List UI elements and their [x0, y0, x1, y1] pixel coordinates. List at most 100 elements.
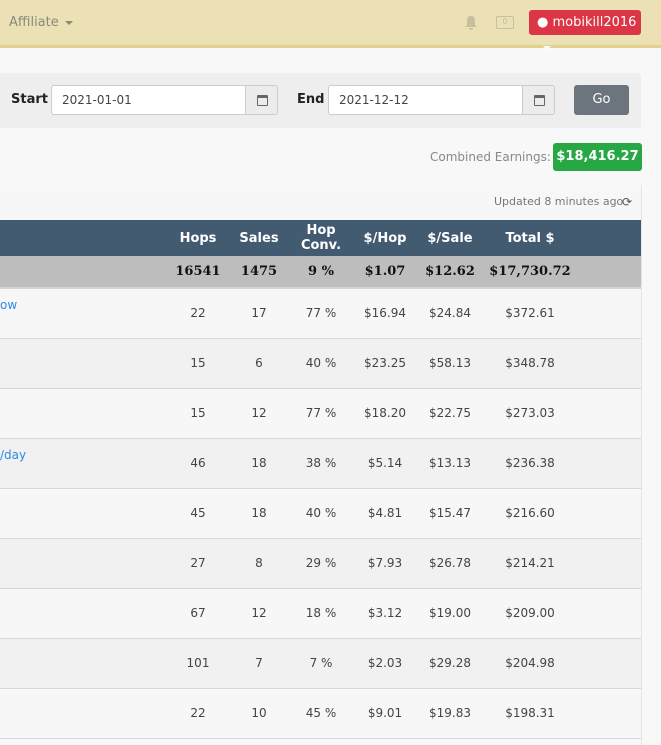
hops: 15 — [168, 388, 228, 439]
total-per-hop: $1.07 — [352, 256, 418, 289]
hops: 15 — [168, 338, 228, 389]
per-hop: $4.81 — [352, 488, 418, 539]
total: $372.61 — [482, 288, 578, 339]
product-link[interactable] — [0, 588, 168, 639]
start-date-input[interactable]: 2021-01-01 — [51, 85, 247, 115]
stats-table: Hops Sales Hop Conv. $/Hop $/Sale Total … — [0, 220, 641, 739]
hop-conv: 7 % — [290, 638, 352, 689]
sales: 6 — [228, 338, 290, 389]
calendar-icon — [257, 95, 268, 106]
per-sale: $58.13 — [418, 338, 482, 389]
start-label: Start — [11, 92, 48, 107]
table-row: 22 10 45 % $9.01 $19.83 $198.31 — [0, 688, 641, 739]
sales: 8 — [228, 538, 290, 589]
total: $216.60 — [482, 488, 578, 539]
end-date-input[interactable]: 2021-12-12 — [328, 85, 524, 115]
hop-conv: 77 % — [290, 288, 352, 339]
hop-conv: 40 % — [290, 338, 352, 389]
hops: 22 — [168, 288, 228, 339]
chevron-down-icon — [543, 45, 551, 50]
product-link[interactable]: /day — [0, 438, 168, 489]
refresh-icon[interactable]: ⟳ — [622, 195, 633, 209]
hops: 46 — [168, 438, 228, 489]
per-hop: $2.03 — [352, 638, 418, 689]
per-sale: $24.84 — [418, 288, 482, 339]
hops: 45 — [168, 488, 228, 539]
chevron-down-icon — [64, 20, 73, 25]
totals-row: 16541 1475 9 % $1.07 $12.62 $17,730.72 — [0, 256, 641, 289]
hops: 101 — [168, 638, 228, 689]
sales: 18 — [228, 438, 290, 489]
per-hop: $9.01 — [352, 688, 418, 739]
username: mobikill2016 — [552, 15, 637, 30]
sales: 10 — [228, 688, 290, 739]
per-hop: $5.14 — [352, 438, 418, 489]
table-header: Hops Sales Hop Conv. $/Hop $/Sale Total … — [0, 220, 641, 256]
product-link[interactable]: ow — [0, 288, 168, 339]
combined-earnings-label: Combined Earnings: — [430, 150, 551, 164]
sales: 12 — [228, 388, 290, 439]
sales: 12 — [228, 588, 290, 639]
table-row: /day 46 18 38 % $5.14 $13.13 $236.38 — [0, 438, 641, 489]
per-sale: $13.13 — [418, 438, 482, 489]
sales: 18 — [228, 488, 290, 539]
hop-conv: 45 % — [290, 688, 352, 739]
per-sale: $26.78 — [418, 538, 482, 589]
sales: 17 — [228, 288, 290, 339]
per-hop: $7.93 — [352, 538, 418, 589]
product-link[interactable] — [0, 488, 168, 539]
total: $273.03 — [482, 388, 578, 439]
start-calendar-button[interactable] — [245, 85, 278, 115]
updated-text: Updated 8 minutes ago — [494, 195, 624, 208]
product-link[interactable] — [0, 388, 168, 439]
table-row: 27 8 29 % $7.93 $26.78 $214.21 — [0, 538, 641, 589]
col-name — [0, 220, 168, 256]
total-total: $17,730.72 — [482, 256, 578, 289]
affiliate-menu[interactable]: Affiliate — [9, 15, 73, 30]
per-sale: $19.83 — [418, 688, 482, 739]
go-button[interactable]: Go — [574, 85, 629, 115]
col-total[interactable]: Total $ — [482, 220, 578, 256]
table-row: 101 7 7 % $2.03 $29.28 $204.98 — [0, 638, 641, 689]
hop-conv: 40 % — [290, 488, 352, 539]
hop-conv: 38 % — [290, 438, 352, 489]
hops: 22 — [168, 688, 228, 739]
col-sales[interactable]: Sales — [228, 220, 290, 256]
table-row: 67 12 18 % $3.12 $19.00 $209.00 — [0, 588, 641, 639]
product-link[interactable] — [0, 638, 168, 689]
product-link[interactable] — [0, 538, 168, 589]
total-per-sale: $12.62 — [418, 256, 482, 289]
user-menu-button[interactable]: ● mobikill2016 — [529, 10, 641, 50]
col-per-hop[interactable]: $/Hop — [352, 220, 418, 256]
total-hop-conv: 9 % — [290, 256, 352, 289]
user-icon: ● — [537, 15, 549, 30]
total-hops: 16541 — [168, 256, 228, 289]
per-sale: $19.00 — [418, 588, 482, 639]
total: $348.78 — [482, 338, 578, 389]
combined-earnings-badge: $18,416.27 — [553, 143, 642, 171]
per-hop: $16.94 — [352, 288, 418, 339]
per-hop: $3.12 — [352, 588, 418, 639]
product-link[interactable] — [0, 338, 168, 389]
per-hop: $23.25 — [352, 338, 418, 389]
hop-conv: 77 % — [290, 388, 352, 439]
money-icon[interactable]: 0 — [496, 16, 514, 29]
bell-icon[interactable] — [464, 15, 478, 31]
hops: 27 — [168, 538, 228, 589]
table-row: 45 18 40 % $4.81 $15.47 $216.60 — [0, 488, 641, 539]
table-row: ow 22 17 77 % $16.94 $24.84 $372.61 — [0, 288, 641, 339]
total: $214.21 — [482, 538, 578, 589]
table-row: 15 12 77 % $18.20 $22.75 $273.03 — [0, 388, 641, 439]
col-hops[interactable]: Hops — [168, 220, 228, 256]
table-row: 15 6 40 % $23.25 $58.13 $348.78 — [0, 338, 641, 389]
total: $204.98 — [482, 638, 578, 689]
per-sale: $15.47 — [418, 488, 482, 539]
col-per-sale[interactable]: $/Sale — [418, 220, 482, 256]
col-hop-conv[interactable]: Hop Conv. — [290, 220, 352, 256]
total: $236.38 — [482, 438, 578, 489]
hops: 67 — [168, 588, 228, 639]
per-hop: $18.20 — [352, 388, 418, 439]
end-calendar-button[interactable] — [522, 85, 555, 115]
affiliate-label: Affiliate — [9, 15, 59, 30]
product-link[interactable] — [0, 688, 168, 739]
